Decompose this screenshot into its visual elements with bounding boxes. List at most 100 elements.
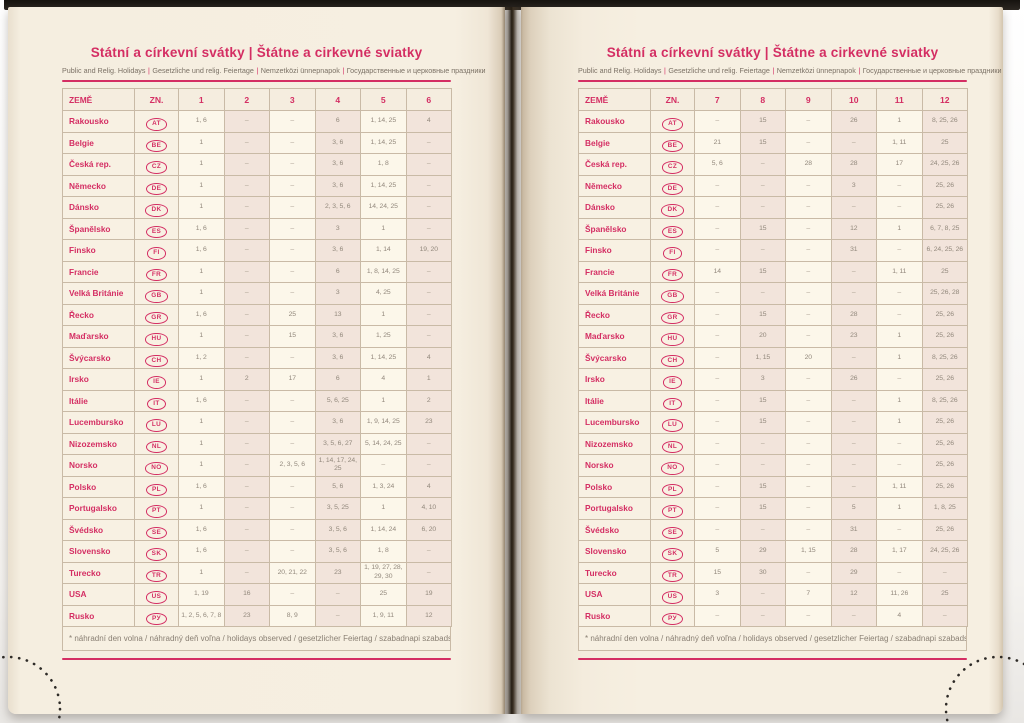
holiday-cell: 1 — [178, 282, 225, 305]
holiday-cell: 1, 8 — [360, 540, 407, 563]
country-code-cell: FI — [650, 239, 695, 262]
holiday-cell: 4 — [360, 368, 407, 391]
holiday-cell: 15 — [739, 131, 786, 154]
holiday-cell: 25 — [921, 131, 968, 154]
country-code-cell: US — [134, 583, 179, 606]
holidays-table-right: ZEMĚ ZN. 7 8 9 10 11 12 Rakousko AT –15–26 1 8, 25, … — [578, 88, 968, 627]
holiday-cell: – — [785, 497, 832, 520]
holiday-cell: 19 — [405, 583, 452, 606]
holiday-cell: – — [223, 153, 270, 176]
holiday-cell: – — [223, 110, 270, 133]
country-name: Dánsko — [578, 196, 651, 219]
holiday-cell: 3, 6 — [314, 411, 361, 434]
holiday-cell: – — [785, 196, 832, 219]
holiday-cell: 1 — [360, 497, 407, 520]
country-name: Španělsko — [62, 217, 135, 240]
title-rule — [62, 80, 451, 82]
country-row: Itálie IT 1, 6– –5, 6, 25 1 2 — [62, 389, 452, 412]
country-row: Česká rep. CZ 1– –3, 6 1, 8– — [62, 153, 452, 176]
subtitle-separator: | — [664, 66, 666, 75]
country-name: Řecko — [62, 303, 135, 326]
country-code-cell: ES — [650, 217, 695, 240]
holiday-cell: – — [694, 217, 741, 240]
holiday-cell: – — [223, 217, 270, 240]
holiday-cell: 25, 26 — [921, 475, 968, 498]
holiday-cell: – — [269, 282, 316, 305]
month-column-header: 3 — [269, 88, 316, 111]
country-code-badge: BE — [661, 139, 684, 152]
subtitle-separator: | — [342, 66, 345, 75]
country-name: Německo — [62, 174, 135, 197]
country-code-badge: LU — [145, 419, 168, 432]
holiday-cell: – — [876, 432, 923, 455]
country-row: Rusko РУ – – – –4– — [578, 604, 968, 627]
holiday-cell: – — [405, 174, 452, 197]
holiday-cell: – — [223, 239, 270, 262]
holiday-cell: 3, 5, 25 — [314, 497, 361, 520]
country-code-cell: CH — [650, 346, 695, 369]
country-row: Belgie BE 1– –3, 6 1, 14, 25– — [62, 131, 452, 154]
holiday-cell: 3 — [830, 174, 877, 197]
country-code-badge: AT — [146, 118, 167, 131]
subtitle-segment: Gesetzliche und relig. Feiertage — [152, 66, 254, 75]
holiday-cell: – — [785, 282, 832, 305]
country-row: Belgie BE 21 15– –1, 11 25 — [578, 131, 968, 154]
holiday-cell: 23 — [223, 604, 270, 627]
holiday-cell: 1 — [876, 217, 923, 240]
country-code-badge: NL — [145, 440, 168, 453]
country-code-badge: GR — [145, 311, 168, 324]
country-name: Finsko — [578, 239, 651, 262]
holiday-cell: – — [405, 282, 452, 305]
country-name: Belgie — [62, 131, 135, 154]
holiday-cell: 1 — [876, 389, 923, 412]
country-row: Norsko NO 1–2, 3, 5, 6 1, 14, 17, 24, 25– – — [62, 454, 452, 477]
country-code-badge: HU — [145, 333, 168, 346]
holiday-cell: 1, 11 — [876, 475, 923, 498]
holiday-cell: 1, 11 — [876, 131, 923, 154]
holiday-cell: – — [269, 196, 316, 219]
holiday-cell: – — [876, 454, 923, 477]
country-code-badge: GB — [661, 290, 684, 303]
country-row: USA US 3–7 12 11, 26 25 — [578, 583, 968, 606]
holiday-cell: 1, 15 — [739, 346, 786, 369]
holiday-cell: 5, 6 — [694, 153, 741, 176]
holiday-cell: 1, 6 — [178, 110, 225, 133]
holiday-cell: 3, 6 — [314, 346, 361, 369]
holiday-cell: 1 — [360, 389, 407, 412]
country-code-cell: US — [650, 583, 695, 606]
holiday-cell: – — [314, 604, 361, 627]
table-header-row: ZEMĚ ZN. 1 2 3 4 5 6 — [62, 88, 452, 111]
holiday-cell: 6 — [314, 368, 361, 391]
holiday-cell: 2, 3, 5, 6 — [269, 454, 316, 477]
country-name: Itálie — [578, 389, 651, 412]
holiday-cell: 1, 14, 17, 24, 25 — [314, 454, 361, 477]
country-name: Velká Británie — [578, 282, 651, 305]
holiday-cell: – — [694, 368, 741, 391]
holiday-cell: 1, 8, 25 — [921, 497, 968, 520]
country-code-cell: SK — [134, 540, 179, 563]
country-code-badge: FI — [663, 247, 682, 260]
holiday-cell: – — [694, 518, 741, 541]
holiday-cell: 31 — [830, 239, 877, 262]
holiday-cell: – — [223, 325, 270, 348]
country-code-cell: NL — [650, 432, 695, 455]
holiday-cell: 15 — [739, 110, 786, 133]
country-row: Nizozemsko NL 1– –3, 5, 6, 27 5, 14, 24, 25– — [62, 432, 452, 455]
holiday-cell: 1, 6 — [178, 518, 225, 541]
holiday-cell: 6, 20 — [405, 518, 452, 541]
country-code-cell: AT — [134, 110, 179, 133]
subtitle-segment: Государственные и церковные праздники — [862, 66, 1002, 75]
holiday-cell: 1, 14 — [360, 239, 407, 262]
holiday-cell: – — [876, 282, 923, 305]
subtitle-segment: Государственные и церковные праздники — [346, 66, 486, 75]
holidays-table-left: ZEMĚ ZN. 1 2 3 4 5 6 Rakousko AT 1, 6– –6 1, 14, 25 4… — [62, 88, 452, 627]
month-column-header: 7 — [694, 88, 741, 111]
country-code-badge: PT — [662, 505, 683, 518]
country-code-cell: SE — [650, 518, 695, 541]
holiday-cell: 3, 6 — [314, 131, 361, 154]
holiday-cell: – — [269, 497, 316, 520]
holiday-cell: 6, 24, 25, 26 — [921, 239, 968, 262]
country-code-cell: FR — [134, 260, 179, 283]
country-code-cell: FI — [134, 239, 179, 262]
holiday-cell: – — [269, 239, 316, 262]
